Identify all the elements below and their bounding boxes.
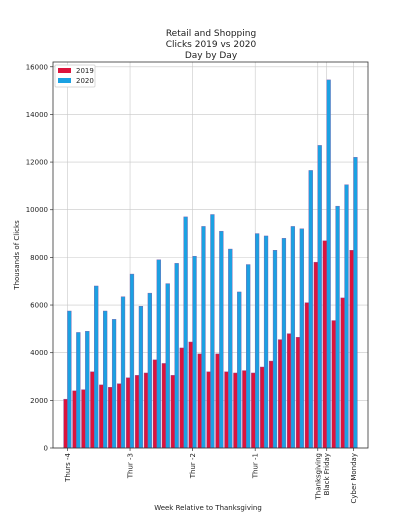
bar-2020: [326, 79, 331, 449]
bar-2019: [108, 387, 113, 449]
bar-2019: [322, 240, 327, 449]
legend-swatch-2019: [58, 68, 71, 73]
bar-2019: [126, 377, 131, 449]
y-tick-label: 2000: [30, 397, 48, 405]
bar-2020: [129, 273, 135, 449]
bar-2019: [340, 297, 345, 449]
bar-2020: [308, 170, 313, 449]
bar-2019: [313, 261, 318, 449]
bar-2019: [63, 398, 68, 449]
bar-2019: [286, 333, 292, 449]
bar-2019: [161, 363, 167, 449]
bar-2020: [219, 230, 224, 449]
chart-title-line-2: Clicks 2019 vs 2020: [166, 40, 257, 50]
bar-2020: [103, 310, 108, 449]
bar-2019: [295, 337, 301, 449]
legend: 2019 2020: [54, 64, 96, 88]
bar-2019: [206, 371, 211, 449]
x-tick-label: Thur -1: [252, 453, 260, 479]
bar-2020: [138, 306, 144, 449]
bar-2019: [215, 353, 220, 449]
bar-2019: [152, 359, 158, 449]
x-axis-ticks: Thurs -4 Thur -3 Thur -2 Thur -1 Thanksgivin…: [64, 448, 358, 504]
bar-2019: [72, 390, 77, 449]
bar-2019: [260, 366, 265, 449]
bar-2020: [335, 205, 340, 449]
bar-2019: [117, 383, 122, 449]
bar-2020: [76, 332, 81, 449]
chart-title: Retail and Shopping Clicks 2019 vs 2020 …: [166, 29, 257, 61]
x-tick-label: Thur -3: [127, 453, 135, 479]
bar-2020: [67, 310, 72, 449]
bar-2019: [242, 370, 247, 449]
bar-2019: [224, 371, 229, 449]
bar-2020: [237, 291, 242, 449]
x-axis-label: Week Relative to Thanksgiving: [154, 504, 262, 512]
y-tick-label: 12000: [26, 159, 48, 167]
bar-2020: [299, 228, 304, 449]
bar-2019: [197, 353, 202, 449]
y-tick-label: 4000: [30, 349, 48, 357]
y-tick-label: 16000: [26, 63, 48, 71]
bars-layer: [63, 79, 358, 449]
bar-2019: [233, 372, 238, 449]
y-tick-label: 14000: [26, 111, 48, 119]
bar-2019: [349, 250, 354, 449]
bar-2020: [263, 235, 269, 449]
bar-2020: [165, 283, 170, 449]
x-tick-label: Black Friday: [323, 453, 331, 495]
chart-title-line-1: Retail and Shopping: [166, 29, 256, 39]
bar-2019: [251, 372, 256, 449]
x-tick-label: Thur -2: [189, 453, 197, 479]
x-tick-label: Thurs -4: [64, 452, 72, 482]
bar-2019: [90, 371, 95, 449]
plot-frame: [52, 61, 369, 449]
bar-2020: [201, 226, 206, 449]
bar-2019: [134, 375, 140, 449]
bar-2020: [174, 263, 179, 449]
bar-2020: [210, 214, 215, 449]
bar-2019: [81, 389, 86, 449]
bar-2019: [304, 302, 310, 449]
bar-2020: [228, 248, 233, 449]
bar-2020: [156, 259, 161, 449]
bar-2020: [192, 255, 197, 449]
bar-2020: [85, 331, 90, 449]
bar-2020: [120, 296, 126, 449]
bar-2020: [183, 216, 188, 449]
bar-2019: [269, 360, 274, 449]
bar-2020: [344, 184, 349, 449]
bar-2019: [179, 347, 184, 449]
bar-2019: [99, 384, 104, 449]
bar-2020: [147, 292, 152, 449]
y-tick-label: 0: [44, 445, 48, 453]
legend-swatch-2020: [58, 78, 71, 83]
y-tick-label: 6000: [30, 302, 48, 310]
x-tick-label: Cyber Monday: [350, 453, 358, 504]
bar-2020: [290, 226, 295, 449]
bar-2020: [272, 250, 278, 449]
y-axis-ticks: 0 2000 4000 6000 8000 10000 12000 14000 16000: [26, 63, 53, 453]
bar-2019: [331, 320, 336, 449]
bar-2020: [317, 145, 322, 449]
bar-2020: [94, 285, 99, 449]
x-tick-label: Thanksgiving: [314, 453, 322, 501]
chart-title-line-3: Day by Day: [185, 51, 238, 61]
bar-2020: [281, 238, 287, 449]
bar-2020: [246, 264, 251, 449]
bar-2019: [277, 339, 283, 449]
bar-2019: [170, 375, 175, 449]
bar-2020: [254, 233, 260, 449]
y-tick-label: 10000: [26, 206, 48, 214]
bar-2019: [143, 372, 149, 449]
y-axis-label: Thousands of Clicks: [13, 220, 21, 291]
bar-2020: [353, 157, 358, 449]
bar-2020: [111, 319, 117, 449]
bar-2019: [188, 341, 193, 449]
y-tick-label: 8000: [30, 254, 48, 262]
legend-label-2020: 2020: [76, 77, 94, 85]
legend-label-2019: 2019: [76, 67, 94, 75]
